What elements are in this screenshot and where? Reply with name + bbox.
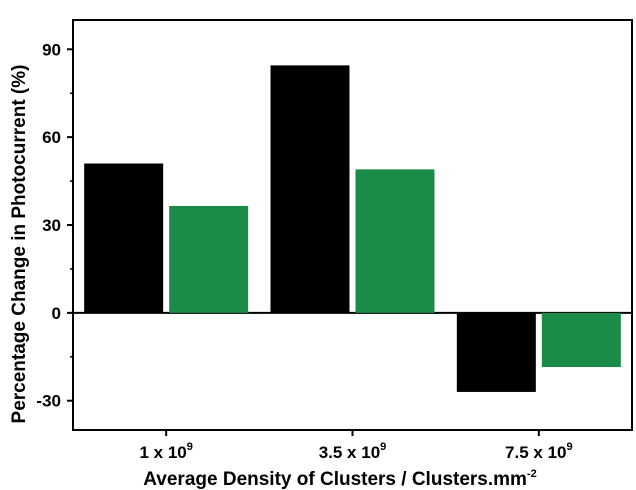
x-axis-title-exponent: -2 xyxy=(527,468,537,480)
bar xyxy=(541,312,621,368)
y-tick-label: 0 xyxy=(52,304,61,323)
x-axis-title: Average Density of Clusters / Clusters.m… xyxy=(143,468,536,490)
bar xyxy=(355,169,435,313)
y-tick-label: 60 xyxy=(42,128,61,147)
bar xyxy=(84,163,164,313)
x-tick-label: 7.5 x 109 xyxy=(505,441,573,462)
y-axis-title: Percentage Change in Photocurrent (%) xyxy=(9,65,30,424)
bar xyxy=(270,65,350,313)
bar xyxy=(169,205,249,313)
bars xyxy=(84,65,621,392)
y-axis: -30 0 30 60 90 xyxy=(36,40,73,411)
y-tick-label: -30 xyxy=(36,392,61,411)
x-tick-label: 3.5 x 109 xyxy=(319,441,387,462)
x-axis: 1 x 109 3.5 x 109 7.5 x 109 xyxy=(139,430,573,462)
x-axis-title-text: Average Density of Clusters / Clusters.m… xyxy=(143,469,527,490)
y-tick-label: 90 xyxy=(42,40,61,59)
y-tick-label: 30 xyxy=(42,216,61,235)
bar xyxy=(456,312,536,392)
x-tick-label: 1 x 109 xyxy=(139,441,192,462)
